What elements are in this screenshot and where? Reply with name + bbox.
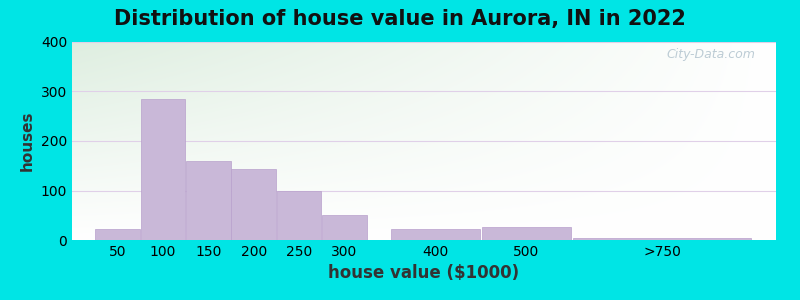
Bar [231,169,276,240]
Bar [141,99,185,240]
Bar [322,215,366,240]
Y-axis label: houses: houses [20,111,35,171]
Bar [277,190,322,240]
Bar [574,238,751,240]
Text: Distribution of house value in Aurora, IN in 2022: Distribution of house value in Aurora, I… [114,9,686,29]
Bar [95,229,140,240]
Bar [482,226,570,240]
X-axis label: house value ($1000): house value ($1000) [329,264,519,282]
Bar [391,229,480,240]
Bar [186,161,230,240]
Text: City-Data.com: City-Data.com [666,48,755,61]
